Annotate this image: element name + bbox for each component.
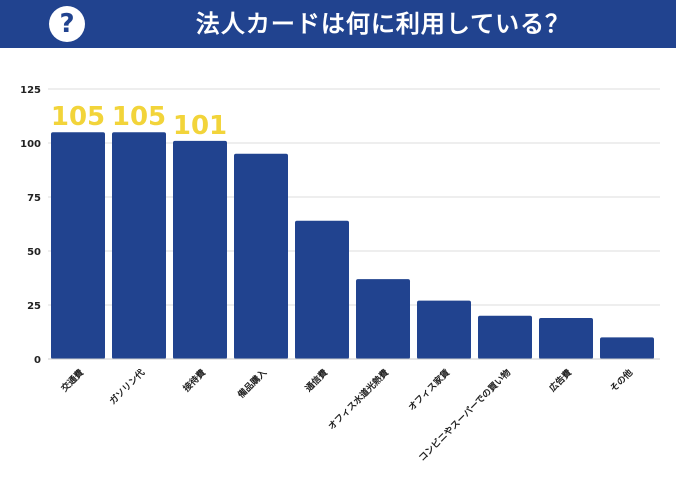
data-label-0: 105 [51, 102, 105, 132]
y-tick-label-100: 100 [20, 139, 41, 150]
bar-chart: 0 25 50 75 100 125 105 交通費 105 ガソリン代 101 接待費 備品購入 通信費… [20, 85, 660, 464]
bar-6 [417, 300, 471, 359]
y-tick-label-75: 75 [27, 193, 41, 204]
category-label-4: 通信費 [303, 367, 331, 395]
y-tick-label-50: 50 [27, 247, 41, 258]
category-label-1: ガソリン代 [107, 367, 147, 407]
bar-0 [51, 132, 105, 359]
bar-2 [173, 140, 227, 359]
page-title: 法人カードは何に利用している？ [195, 10, 571, 38]
question-circle-icon: ? [49, 6, 85, 42]
category-label-9: その他 [608, 367, 636, 395]
bar-9 [600, 337, 654, 359]
y-tick-label-0: 0 [34, 355, 41, 366]
bar-5 [356, 279, 410, 359]
category-label-8: 広告費 [547, 367, 575, 395]
bar-4 [295, 220, 349, 359]
category-label-5: オフィス水道光熱費 [325, 367, 391, 433]
y-tick-label-125: 125 [20, 85, 41, 96]
bar-3 [234, 153, 288, 359]
data-label-2: 101 [173, 111, 227, 141]
bar-1 [112, 132, 166, 359]
bar-7 [478, 315, 532, 359]
y-tick-label-25: 25 [27, 301, 41, 312]
category-label-2: 接待費 [181, 367, 209, 395]
header-bar: ? 法人カードは何に利用している？ [0, 0, 676, 48]
category-label-6: オフィス家賃 [406, 367, 453, 414]
data-label-1: 105 [112, 102, 166, 132]
category-label-0: 交通費 [59, 367, 87, 395]
bar-8 [539, 317, 593, 359]
category-label-3: 備品購入 [235, 367, 269, 401]
